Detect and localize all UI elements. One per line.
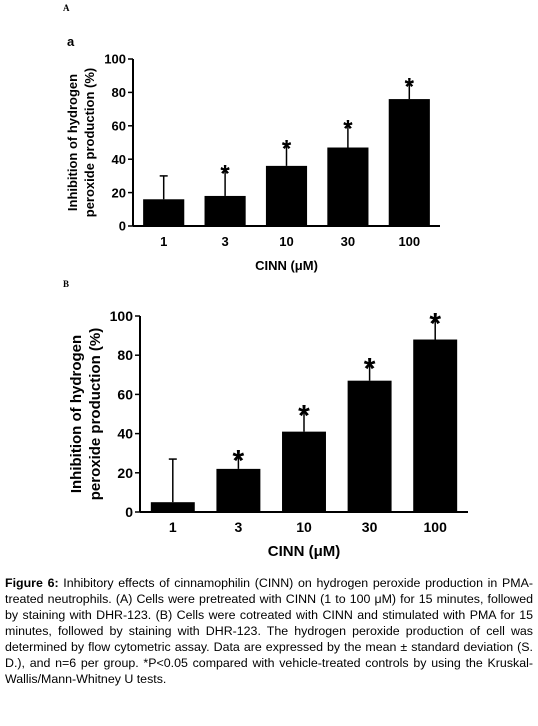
chart-a-x-tick-label: 1 — [160, 234, 167, 249]
chart-a: 0 20 40 60 80 100 1 * 3 * 10 * 30 * 100 CINN (μM) Inhibi… — [65, 34, 440, 273]
chart-a-x-tick-label: 100 — [398, 234, 420, 249]
caption-label: Figure 6: — [5, 576, 59, 590]
chart-b-y-tick-label: 60 — [117, 386, 133, 402]
chart-b-bar — [150, 502, 195, 512]
chart-b-y-tick-label: 100 — [110, 308, 134, 324]
chart-b-bar — [282, 431, 326, 512]
chart-a-y-tick-label: 40 — [112, 152, 126, 167]
panel-label-b: B — [63, 279, 70, 289]
chart-a-y-tick-label: 60 — [112, 118, 126, 133]
chart-b-x-tick-label: 100 — [424, 519, 448, 535]
chart-b-y-axis-label: Inhibition of hydrogen — [68, 335, 85, 493]
chart-a-y-tick-label: 0 — [119, 219, 126, 234]
chart-b-x-tick-label: 10 — [296, 519, 312, 535]
figure-caption: Figure 6: Inhibitory effects of cinnamop… — [5, 575, 533, 687]
chart-a-x-tick-label: 30 — [341, 234, 355, 249]
chart-a-bar — [388, 99, 430, 226]
chart-b-bar — [216, 468, 261, 512]
chart-b-x-tick-label: 1 — [169, 519, 177, 535]
chart-b-y-tick-label: 40 — [117, 426, 133, 442]
chart-a-bar — [327, 147, 369, 226]
chart-b-x-tick-label: 3 — [235, 519, 243, 535]
chart-a-significance-star: * — [282, 135, 292, 162]
chart-a-subpanel-label: a — [67, 34, 75, 49]
chart-b-significance-star: * — [298, 400, 310, 433]
chart-a-x-axis-label: CINN (μM) — [255, 258, 318, 273]
chart-a-bar — [143, 199, 185, 226]
chart-a-y-tick-label: 20 — [112, 185, 126, 200]
chart-a-significance-star: * — [405, 74, 415, 101]
chart-a-bar — [265, 165, 308, 226]
chart-b-x-tick-label: 30 — [362, 519, 378, 535]
chart-a-x-tick-label: 3 — [221, 234, 228, 249]
chart-b-y-tick-label: 20 — [117, 465, 133, 481]
chart-a-y-axis-label: peroxide production (%) — [82, 68, 97, 218]
chart-b-y-tick-label: 0 — [125, 504, 133, 520]
chart-a-x-tick-label: 10 — [279, 234, 293, 249]
chart-a-y-tick-label: 80 — [112, 85, 126, 100]
chart-a-significance-star: * — [343, 115, 353, 142]
chart-b-significance-star: * — [364, 353, 376, 386]
chart-a-significance-star: * — [220, 160, 230, 187]
chart-b-significance-star: * — [429, 307, 441, 340]
panel-label-a: A — [63, 3, 70, 13]
chart-a-y-tick-label: 100 — [104, 52, 126, 67]
chart-a-bar — [204, 195, 246, 226]
chart-b-bar — [413, 339, 458, 512]
chart-b-significance-star: * — [233, 445, 245, 478]
chart-a-y-axis-label: Inhibition of hydrogen — [65, 74, 80, 211]
chart-b-y-axis-label: peroxide production (%) — [87, 328, 104, 501]
caption-text: Inhibitory effects of cinnamophilin (CIN… — [5, 576, 533, 686]
chart-b-x-axis-label: CINN (μM) — [268, 543, 341, 560]
chart-b-y-tick-label: 80 — [117, 347, 133, 363]
chart-b: 0 20 40 60 80 100 1 * 3 * 10 * 30 * 100 CINN (μM) Inhibi… — [68, 307, 468, 560]
chart-b-bar — [347, 380, 392, 512]
